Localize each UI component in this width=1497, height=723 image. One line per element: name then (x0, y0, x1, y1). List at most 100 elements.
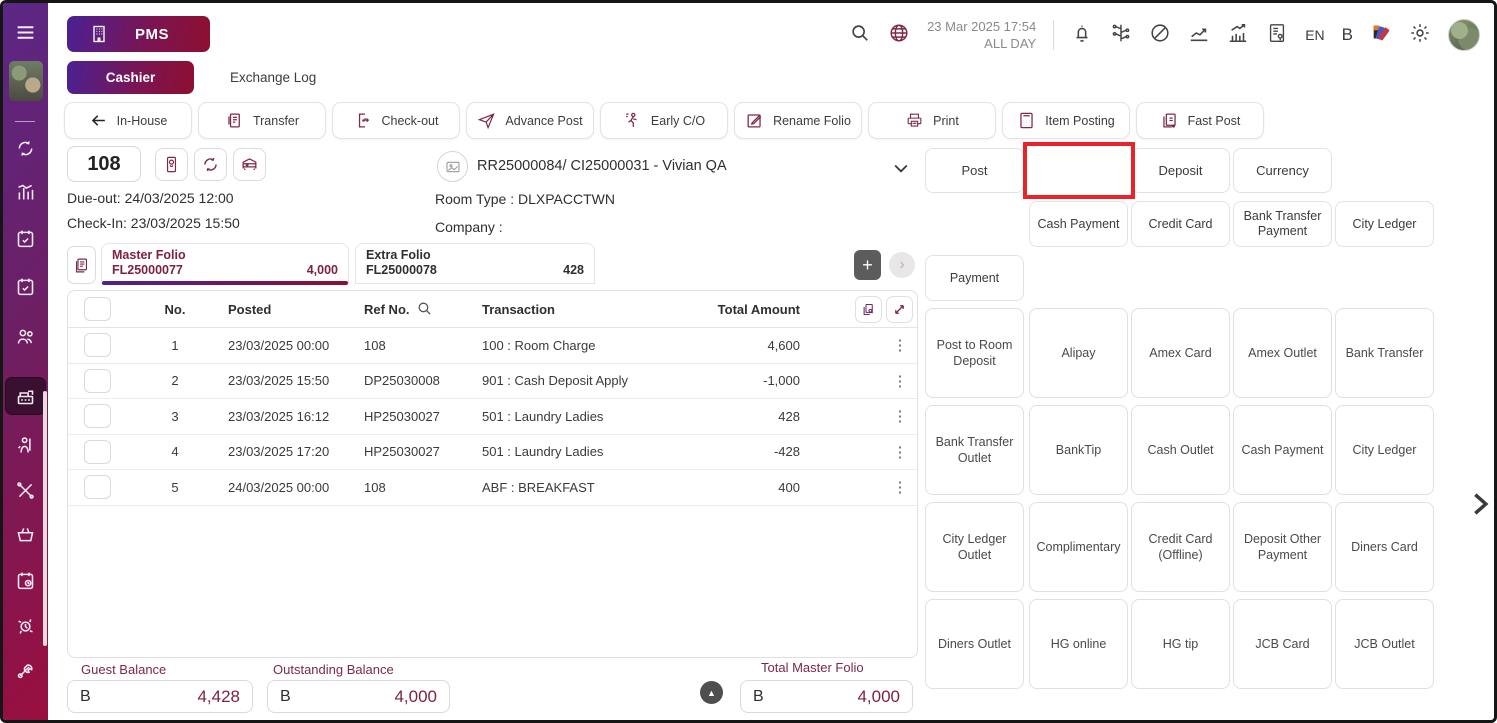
item-posting-button[interactable]: Item Posting (1002, 102, 1130, 139)
transfer-button[interactable]: Transfer (198, 102, 326, 139)
room-number-field[interactable]: 108 (67, 146, 141, 182)
method-tile[interactable]: Diners Card (1335, 502, 1434, 592)
pms-home-button[interactable]: PMS (67, 16, 210, 52)
housekeeping-icon[interactable] (3, 428, 48, 462)
settings-wrench-icon[interactable] (3, 653, 48, 687)
method-tile[interactable]: Amex Outlet (1233, 308, 1332, 398)
method-tile[interactable]: JCB Card (1233, 599, 1332, 689)
expand-table-icon[interactable] (886, 296, 913, 323)
language-selector[interactable]: EN (1305, 27, 1325, 43)
guests-icon[interactable] (3, 319, 48, 353)
tab-cashier[interactable]: Cashier (67, 61, 194, 94)
folio-document-icon[interactable] (67, 246, 96, 284)
tab-exchange-log[interactable]: Exchange Log (230, 70, 317, 85)
ref-search-icon[interactable] (416, 300, 433, 320)
method-tile[interactable]: Bank Transfer (1335, 308, 1434, 398)
row-menu-kebab-icon[interactable]: ⋮ (892, 443, 908, 461)
schedule-icon[interactable] (3, 563, 48, 597)
copy-transactions-icon[interactable] (855, 296, 882, 323)
theme-palette-icon[interactable] (1370, 22, 1392, 49)
row-checkbox[interactable] (84, 475, 111, 499)
row-menu-kebab-icon[interactable]: ⋮ (892, 479, 908, 497)
calendar-check-icon[interactable] (3, 221, 48, 255)
method-tile[interactable]: BankTip (1029, 405, 1128, 495)
method-tile[interactable]: Diners Outlet (925, 599, 1024, 689)
folio-scroll-right-icon[interactable]: › (889, 252, 915, 278)
method-tile[interactable]: Alipay (1029, 308, 1128, 398)
statistics-icon[interactable] (3, 175, 48, 209)
room-status-sync-icon[interactable] (194, 148, 227, 181)
folio-tab-master[interactable]: Master Folio FL25000077 4,000 (101, 243, 349, 285)
outstanding-balance-field[interactable]: B 4,000 (267, 680, 450, 713)
automation-icon[interactable] (3, 609, 48, 643)
method-tile[interactable]: Post to Room Deposit (925, 308, 1024, 398)
globe-icon[interactable] (888, 22, 910, 49)
table-row[interactable]: 4 23/03/2025 17:20 HP25030027 501 : Laun… (68, 435, 917, 470)
hamburger-menu-icon[interactable] (3, 15, 48, 49)
row-checkbox[interactable] (84, 368, 111, 393)
method-tile[interactable]: HG online (1029, 599, 1128, 689)
method-tile[interactable]: Complimentary (1029, 502, 1128, 592)
add-folio-button[interactable]: + (854, 250, 881, 280)
in-house-back-button[interactable]: In-House (64, 102, 192, 139)
notifications-bell-icon[interactable] (1071, 22, 1093, 49)
early-co-button[interactable]: Early C/O (600, 102, 728, 139)
settings-gear-icon[interactable] (1409, 22, 1431, 49)
filter-bank-transfer-payment-button[interactable]: Bank Transfer Payment (1233, 201, 1332, 247)
line-chart-icon[interactable] (1188, 22, 1210, 49)
guest-balance-field[interactable]: B 4,428 (67, 680, 253, 713)
filter-all-button[interactable]: All (925, 201, 1024, 247)
search-icon[interactable] (849, 22, 871, 49)
calendar-check-icon-2[interactable] (3, 269, 48, 303)
mode-post-button[interactable]: Post (925, 148, 1024, 193)
table-row[interactable]: 1 23/03/2025 00:00 108 100 : Room Charge… (68, 328, 917, 364)
mode-currency-button[interactable]: Currency (1233, 148, 1332, 193)
method-tile[interactable]: City Ledger (1335, 405, 1434, 495)
guest-photo-icon[interactable] (437, 151, 468, 182)
filter-cash-payment-button[interactable]: Cash Payment (1029, 201, 1128, 247)
report-document-icon[interactable] (1266, 22, 1288, 49)
filter-city-ledger-button[interactable]: City Ledger (1335, 201, 1434, 247)
key-card-icon[interactable] (155, 148, 188, 181)
row-checkbox[interactable] (84, 439, 111, 464)
collapse-panel-up-icon[interactable]: ▲ (700, 681, 723, 704)
panel-scroll-right-chevron-icon[interactable] (1466, 487, 1494, 526)
user-avatar[interactable] (1448, 19, 1480, 51)
mode-payment-button[interactable]: Payment (1029, 148, 1128, 193)
method-tile[interactable]: Bank Transfer Outlet (925, 405, 1024, 495)
table-row[interactable]: 3 23/03/2025 16:12 HP25030027 501 : Laun… (68, 399, 917, 435)
advance-post-button[interactable]: Advance Post (466, 102, 594, 139)
method-tile[interactable]: Cash Outlet (1131, 405, 1230, 495)
method-tile[interactable]: Cash Payment (1233, 405, 1332, 495)
method-tile[interactable]: JCB Outlet (1335, 599, 1434, 689)
method-tile[interactable]: Amex Card (1131, 308, 1230, 398)
method-tile[interactable]: Credit Card (Offline) (1131, 502, 1230, 592)
sidebar-scrollbar[interactable] (43, 391, 47, 646)
cashier-icon[interactable] (6, 378, 45, 414)
check-out-button[interactable]: Check-out (332, 102, 460, 139)
sync-icon[interactable] (3, 131, 48, 165)
mode-deposit-button[interactable]: Deposit (1131, 148, 1230, 193)
gauge-icon[interactable] (1149, 22, 1171, 49)
row-menu-kebab-icon[interactable]: ⋮ (892, 372, 908, 390)
table-row[interactable]: 5 24/03/2025 00:00 108 ABF : BREAKFAST 4… (68, 470, 917, 506)
row-checkbox[interactable] (84, 333, 111, 357)
bar-chart-icon[interactable] (1227, 22, 1249, 49)
decision-tree-icon[interactable] (1110, 22, 1132, 49)
guest-expand-chevron-icon[interactable] (891, 158, 911, 183)
rename-folio-button[interactable]: Rename Folio (734, 102, 862, 139)
maintenance-tools-icon[interactable] (3, 473, 48, 507)
print-button[interactable]: Print (868, 102, 996, 139)
method-tile[interactable]: HG tip (1131, 599, 1230, 689)
folio-tab-extra[interactable]: Extra Folio FL25000078 428 (355, 243, 595, 284)
filter-payment-button[interactable]: Payment (925, 255, 1024, 301)
market-basket-icon[interactable] (3, 517, 48, 551)
row-checkbox[interactable] (84, 404, 111, 428)
method-tile[interactable]: City Ledger Outlet (925, 502, 1024, 592)
fast-post-button[interactable]: Fast Post (1136, 102, 1264, 139)
table-row[interactable]: 2 23/03/2025 15:50 DP25030008 901 : Cash… (68, 364, 917, 399)
select-all-checkbox[interactable] (84, 297, 111, 321)
currency-toggle[interactable]: B (1341, 25, 1353, 44)
row-menu-kebab-icon[interactable]: ⋮ (892, 337, 908, 355)
hotel-logo[interactable] (9, 61, 43, 101)
